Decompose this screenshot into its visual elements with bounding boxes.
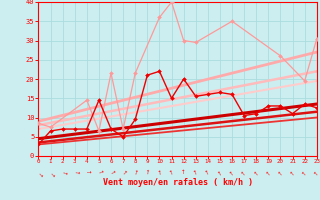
Text: ↑: ↑ xyxy=(60,170,66,176)
Text: ↑: ↑ xyxy=(265,170,272,177)
X-axis label: Vent moyen/en rafales ( km/h ): Vent moyen/en rafales ( km/h ) xyxy=(103,178,252,187)
Text: ↑: ↑ xyxy=(169,170,175,176)
Text: ↑: ↑ xyxy=(253,170,260,177)
Text: ↑: ↑ xyxy=(205,170,211,176)
Text: ↑: ↑ xyxy=(193,170,199,176)
Text: ↑: ↑ xyxy=(289,170,296,177)
Text: ↑: ↑ xyxy=(35,170,42,177)
Text: ↑: ↑ xyxy=(301,170,308,177)
Text: ↑: ↑ xyxy=(277,170,284,177)
Text: ↑: ↑ xyxy=(157,170,162,176)
Text: ↑: ↑ xyxy=(217,170,223,177)
Text: ↑: ↑ xyxy=(145,170,150,176)
Text: ↑: ↑ xyxy=(84,170,89,175)
Text: ↑: ↑ xyxy=(313,170,320,177)
Text: ↑: ↑ xyxy=(120,170,126,177)
Text: ↑: ↑ xyxy=(229,170,236,177)
Text: ↑: ↑ xyxy=(241,170,248,177)
Text: ↑: ↑ xyxy=(72,170,77,175)
Text: ↑: ↑ xyxy=(181,170,186,175)
Text: ↑: ↑ xyxy=(47,170,54,177)
Text: ↑: ↑ xyxy=(108,170,114,176)
Text: ↑: ↑ xyxy=(96,170,102,176)
Text: ↑: ↑ xyxy=(132,170,138,176)
